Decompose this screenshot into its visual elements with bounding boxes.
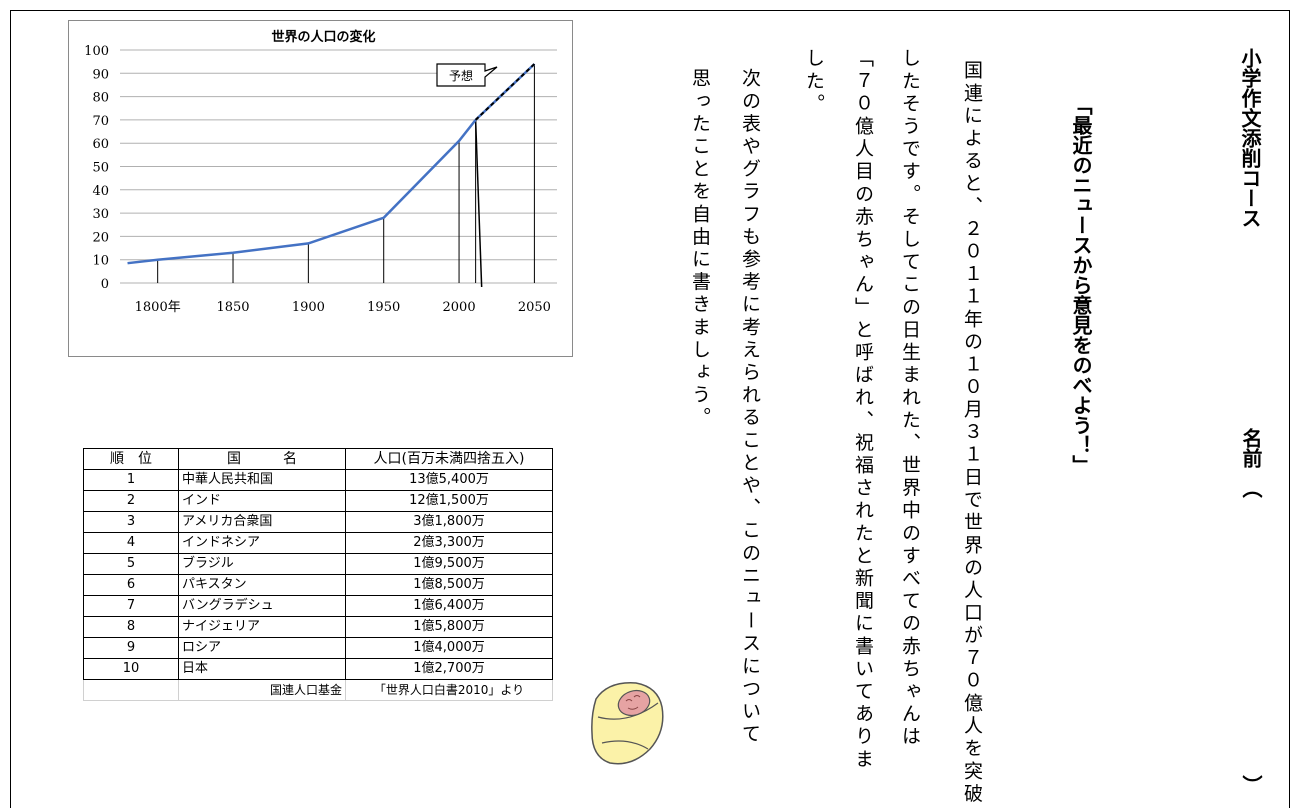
body-column: 国連によると、２０１１年の１０月３１日で世界の人口が７０億人を突破 [961,60,983,806]
body-column: 「７０億人目の赤ちゃん」と呼ばれ、祝福されたと新聞に書いてありま [852,48,874,772]
page-frame [10,10,1290,808]
table-row: 3 アメリカ合衆国 3億1,800万 [83,511,553,533]
x-tick-label: 1950 [367,300,400,315]
population-cell: 3億1,800万 [345,511,553,533]
source-org: 国連人口基金 [178,679,346,701]
y-tick-label: 0 [101,277,109,292]
country-cell: パキスタン [178,574,346,596]
population-chart-canvas: 世界の人口の変化 0 10 20 30 40 50 60 70 80 90 100 1800年 1850 1… [84,29,557,315]
rank-cell: 7 [83,595,179,617]
population-cell: 1億2,700万 [345,658,553,680]
table-row: 7 バングラデシュ 1億6,400万 [83,595,553,617]
population-cell: 13億5,400万 [345,469,553,491]
population-chart: 世界の人口の変化 0 10 20 30 40 50 60 70 80 90 100 1800年 1850 1… [68,20,573,357]
chart-title: 世界の人口の変化 [271,29,375,45]
table-row: 9 ロシア 1億4,000万 [83,637,553,659]
course-name: 小学作文添削コース [1238,48,1262,228]
rank-cell: 6 [83,574,179,596]
y-tick-label: 30 [92,207,109,222]
assignment-title: 「最近のニュースから意見をのべよう！」 [1069,95,1093,475]
rank-cell: 8 [83,616,179,638]
population-cell: 1億5,800万 [345,616,553,638]
y-tick-label: 100 [84,44,109,59]
table-row: 1 中華人民共和国 13億5,400万 [83,469,553,491]
rank-cell: 9 [83,637,179,659]
table-header-row: 順 位 国 名 人口(百万未満四捨五入) [83,448,553,470]
source-empty-cell [83,679,179,701]
table-row: 10 日本 1億2,700万 [83,658,553,680]
annotation-callout [436,63,498,87]
table-row: 2 インド 12億1,500万 [83,490,553,512]
table-row: 6 パキスタン 1億8,500万 [83,574,553,596]
y-tick-label: 90 [92,67,109,82]
country-cell: アメリカ合衆国 [178,511,346,533]
population-cell: 2億3,300万 [345,532,553,554]
body-column: 次の表やグラフも参考に考えられることや、このニュースについて [739,68,761,746]
country-cell: インドネシア [178,532,346,554]
country-cell: 中華人民共和国 [178,469,346,491]
rank-cell: 10 [83,658,179,680]
x-tick-label: 1800年 [135,300,181,315]
drop-line-2011 [474,119,483,288]
population-cell: 1億9,500万 [345,553,553,575]
y-tick-label: 40 [92,184,109,199]
x-tick-label: 2050 [518,300,551,315]
country-cell: ブラジル [178,553,346,575]
table-row: 4 インドネシア 2億3,300万 [83,532,553,554]
x-tick-label: 2000 [443,300,476,315]
country-cell: ナイジェリア [178,616,346,638]
rank-cell: 3 [83,511,179,533]
body-column: した。 [803,48,825,116]
rank-cell: 2 [83,490,179,512]
country-cell: インド [178,490,346,512]
projection-line [474,63,536,121]
population-table: 順 位 国 名 人口(百万未満四捨五入) 1 中華人民共和国 13億5,400万… [83,448,553,701]
baby-illustration [591,682,664,765]
body-column: 思ったことを自由に書きましょう。 [689,68,711,430]
rank-cell: 1 [83,469,179,491]
table-row: 8 ナイジェリア 1億5,800万 [83,616,553,638]
country-cell: バングラデシュ [178,595,346,617]
header-rank: 順 位 [83,448,179,470]
table-row: 5 ブラジル 1億9,500万 [83,553,553,575]
population-cell: 1億4,000万 [345,637,553,659]
name-label: 名前 （ [1239,428,1263,498]
country-cell: 日本 [178,658,346,680]
y-tick-label: 80 [92,91,109,106]
country-cell: ロシア [178,637,346,659]
header-country: 国 名 [178,448,346,470]
population-cell: 1億6,400万 [345,595,553,617]
y-tick-label: 60 [92,137,109,152]
population-cell: 1億8,500万 [345,574,553,596]
body-column: したそうです。そしてこの日生まれた、世界中のすべての赤ちゃんは [899,48,921,749]
series-line [127,119,477,265]
name-close-paren: ） [1239,775,1263,795]
source-document: 「世界人口白書2010」より [345,679,553,701]
rank-cell: 4 [83,532,179,554]
table-source-row: 国連人口基金 「世界人口白書2010」より [83,679,553,701]
y-tick-label: 50 [92,161,109,176]
header-population: 人口(百万未満四捨五入) [345,448,553,470]
annotation-label: 予想 [449,68,473,83]
y-tick-label: 10 [92,254,109,269]
y-tick-label: 70 [92,114,109,129]
rank-cell: 5 [83,553,179,575]
x-tick-label: 1900 [292,300,325,315]
population-cell: 12億1,500万 [345,490,553,512]
x-tick-label: 1850 [216,300,249,315]
y-tick-label: 20 [92,230,109,245]
